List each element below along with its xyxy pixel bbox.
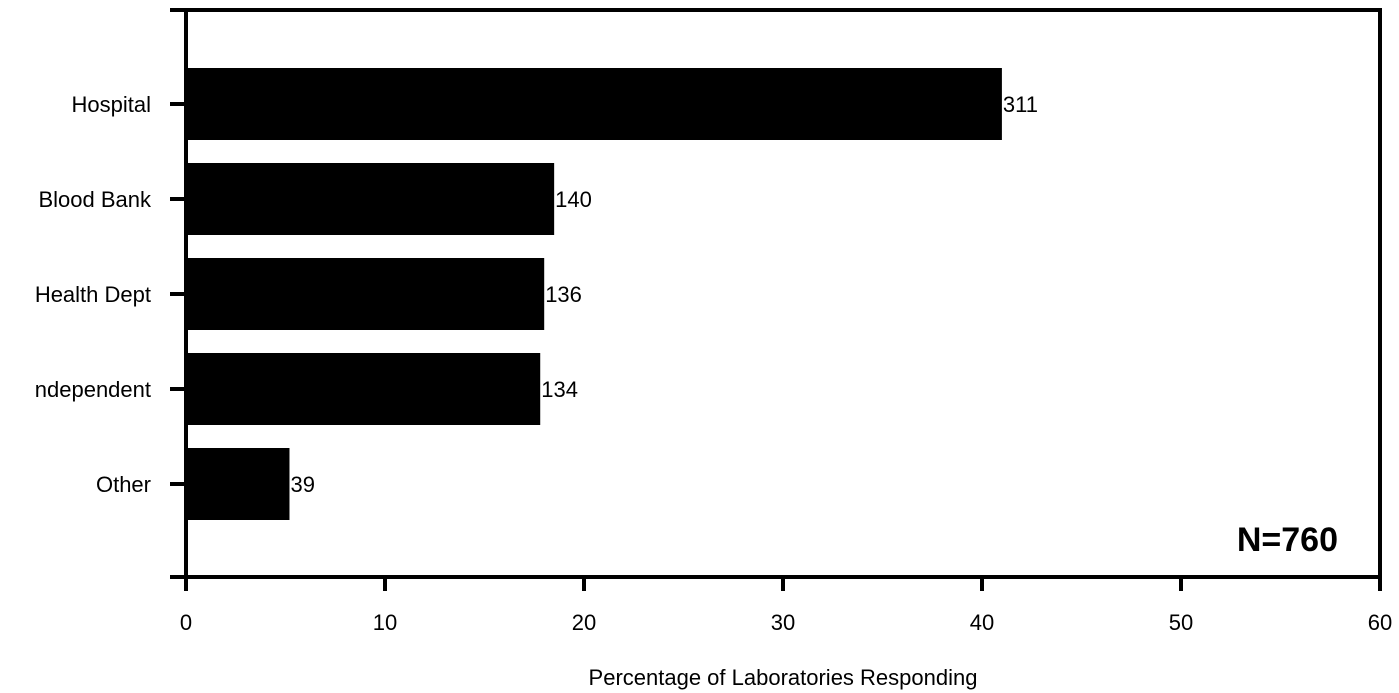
category-label: Blood Bank bbox=[38, 187, 152, 212]
category-label: Health Dept bbox=[35, 282, 151, 307]
bar-blood-bank bbox=[186, 163, 555, 235]
category-label: ndependent bbox=[35, 377, 151, 402]
value-label: 39 bbox=[290, 472, 314, 497]
bar-ndependent bbox=[186, 353, 541, 425]
x-axis-title: Percentage of Laboratories Responding bbox=[589, 665, 978, 690]
x-axis: 0 10 20 30 40 50 60 bbox=[180, 577, 1392, 635]
value-label: 311 bbox=[1003, 92, 1038, 117]
x-tick-label: 20 bbox=[572, 610, 596, 635]
bars-group bbox=[186, 68, 1002, 520]
category-label: Other bbox=[96, 472, 151, 497]
bar-hospital bbox=[186, 68, 1002, 140]
value-label: 134 bbox=[541, 377, 578, 402]
bar-other bbox=[186, 448, 290, 520]
value-label: 136 bbox=[545, 282, 582, 307]
x-tick-label: 50 bbox=[1169, 610, 1193, 635]
x-tick-label: 30 bbox=[771, 610, 795, 635]
x-tick-label: 0 bbox=[180, 610, 192, 635]
y-axis: Hospital Blood Bank Health Dept ndependent O… bbox=[35, 92, 186, 497]
value-labels-group: 311 140 136 134 39 bbox=[290, 92, 1037, 497]
x-tick-label: 60 bbox=[1368, 610, 1392, 635]
sample-size-annotation: N=760 bbox=[1237, 521, 1338, 559]
x-tick-label: 40 bbox=[970, 610, 994, 635]
x-tick-label: 10 bbox=[373, 610, 397, 635]
value-label: 140 bbox=[555, 187, 592, 212]
category-label: Hospital bbox=[72, 92, 151, 117]
bar-health-dept bbox=[186, 258, 545, 330]
